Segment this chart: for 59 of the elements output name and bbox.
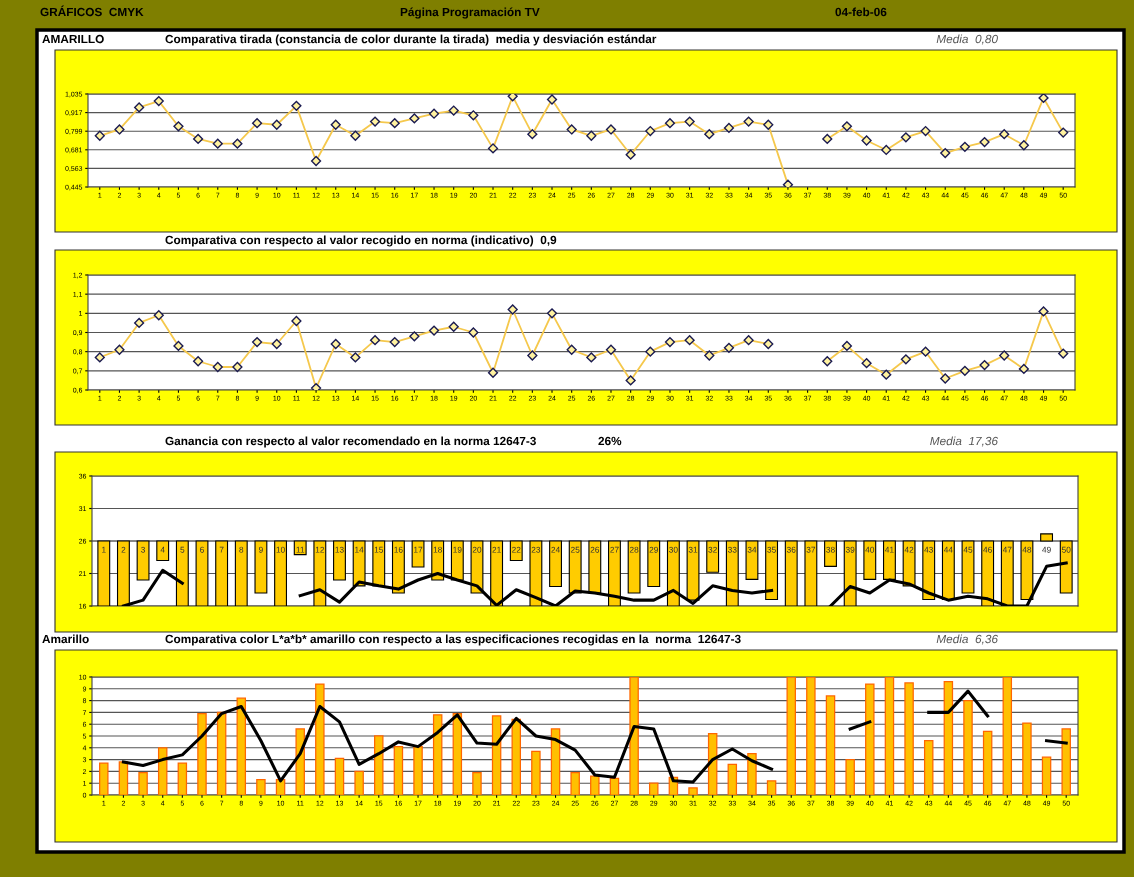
- text: AMARILLO: [42, 34, 104, 44]
- category-label: 25: [570, 546, 580, 553]
- category-label: 42: [904, 546, 914, 553]
- category-label: 17: [414, 546, 423, 553]
- category-label: 32: [708, 546, 717, 553]
- category-label: 24: [551, 546, 560, 553]
- text: GRÁFICOS CMYK: [40, 5, 144, 17]
- category-label: 11: [296, 546, 305, 553]
- category-label: 22: [512, 546, 521, 553]
- category-label: 43: [924, 546, 933, 553]
- category-label: 45: [963, 546, 973, 553]
- category-label: 15: [374, 546, 384, 553]
- category-label: 37: [806, 546, 816, 553]
- text: 26%: [598, 436, 622, 446]
- category-label: 23: [531, 546, 541, 553]
- text: Página Programación TV: [400, 7, 540, 19]
- text: 04-feb-06: [835, 7, 887, 17]
- category-label: 20: [472, 546, 482, 553]
- category-label: 31: [688, 546, 698, 553]
- category-label: 6: [200, 546, 204, 553]
- chart-title: Comparativa con respecto al valor recogido en norma (indicativo) 0,9: [165, 235, 557, 247]
- text: Media 0,80: [936, 34, 998, 45]
- chart-title: Ganancia con respecto al valor recomendado en la norma 12647-3: [165, 436, 536, 448]
- category-label: 40: [865, 546, 875, 553]
- category-label: 47: [1002, 546, 1012, 553]
- category-label: 16: [394, 546, 403, 553]
- text: Media 6,36: [936, 634, 998, 645]
- category-label: 49: [1042, 546, 1051, 553]
- category-label: 50: [1061, 546, 1071, 553]
- chart-title: Comparativa color L*a*b* amarillo con respecto a las especificaciones recogidas en la norma 12647-3: [165, 634, 741, 646]
- category-label: 10: [276, 546, 285, 553]
- category-label: 48: [1022, 546, 1032, 553]
- category-label: 18: [433, 546, 442, 553]
- category-label: 34: [747, 546, 757, 553]
- category-label: 41: [885, 546, 894, 553]
- category-label: 12: [315, 546, 325, 553]
- category-label: 13: [335, 546, 344, 553]
- category-label: 44: [943, 546, 953, 553]
- category-label: 28: [629, 546, 639, 553]
- category-label: 27: [610, 546, 619, 553]
- category-label: 14: [355, 546, 364, 553]
- category-label: 33: [727, 546, 737, 553]
- chart-title: Comparativa tirada (constancia de color durante la tirada) media y desviación estándar: [165, 34, 657, 46]
- text: Media 17,36: [930, 436, 999, 447]
- category-label: 38: [826, 546, 835, 553]
- category-label: 46: [983, 546, 992, 553]
- category-label: 35: [767, 546, 776, 553]
- category-label: 8: [239, 546, 244, 553]
- category-label: 9: [258, 546, 263, 553]
- category-label: 29: [649, 546, 658, 553]
- category-label: 30: [669, 546, 678, 553]
- category-label: 26: [590, 546, 600, 553]
- category-label: 39: [845, 546, 855, 553]
- category-label: 36: [786, 546, 796, 553]
- category-label: 5: [180, 546, 185, 553]
- text: Amarillo: [42, 634, 89, 644]
- category-label: 19: [453, 546, 462, 553]
- category-label: 7: [219, 546, 224, 553]
- category-label: 21: [492, 546, 501, 553]
